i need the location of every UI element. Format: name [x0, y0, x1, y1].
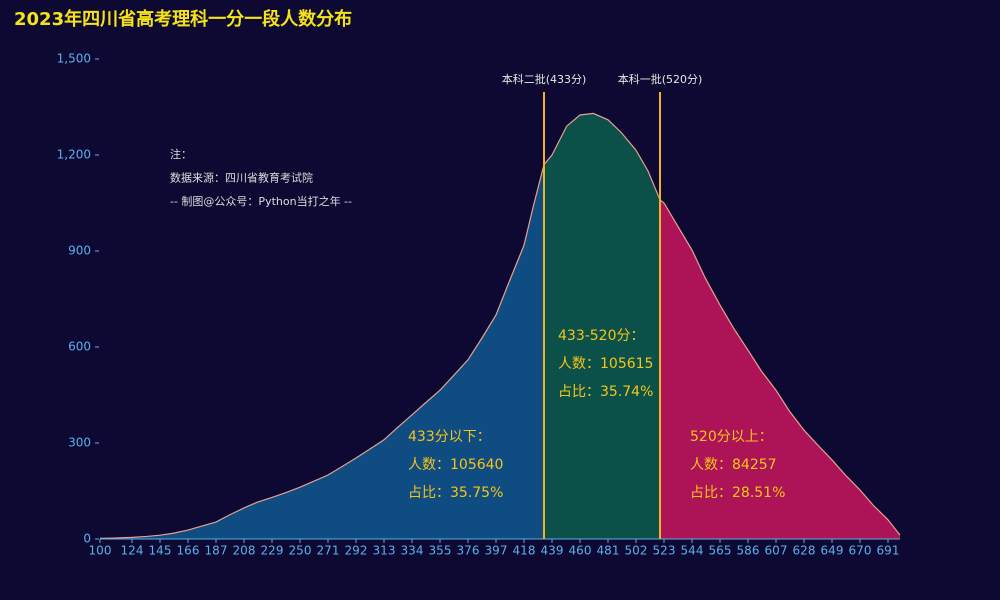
- x-tick-label: 502: [625, 544, 648, 558]
- x-tick-label: 586: [737, 544, 760, 558]
- x-tick-label: 376: [457, 544, 480, 558]
- y-tick-label: 600: [68, 340, 91, 354]
- x-tick-label: 355: [429, 544, 452, 558]
- y-tick-label: 300: [68, 436, 91, 450]
- mark-line-label: 本科一批(520分): [618, 72, 703, 86]
- chart-title: 2023年四川省高考理科一分一段人数分布: [14, 8, 352, 30]
- y-tick-label: 900: [68, 244, 91, 258]
- area-region: [100, 164, 544, 539]
- region-annotation: 人数：105640: [408, 457, 503, 473]
- area-region: [544, 113, 660, 540]
- region-annotation: 433分以下：: [408, 429, 491, 445]
- note: -- 制图@公众号：Python当打之年 --: [170, 194, 352, 208]
- x-tick-label: 187: [205, 544, 228, 558]
- x-tick-label: 145: [149, 544, 172, 558]
- x-tick-label: 691: [877, 544, 900, 558]
- mark-line-label: 本科二批(433分): [502, 72, 587, 86]
- x-tick-label: 523: [653, 544, 676, 558]
- x-tick-label: 628: [793, 544, 816, 558]
- region-annotation: 占比：35.75%: [408, 485, 503, 501]
- note: 注：: [170, 147, 192, 161]
- y-tick-label: 0: [83, 532, 91, 546]
- region-annotation: 520分以上：: [690, 429, 773, 445]
- x-tick-label: 271: [317, 544, 340, 558]
- y-tick-label: 1,200: [57, 148, 91, 162]
- line: [99, 112, 901, 539]
- x-tick-label: 418: [513, 544, 536, 558]
- region-annotation: 占比：28.51%: [690, 485, 785, 501]
- x-tick-label: 544: [681, 544, 704, 558]
- x-tick-label: 166: [177, 544, 200, 558]
- x-tick-label: 100: [89, 544, 112, 558]
- region-annotation: 人数：105615: [558, 356, 653, 372]
- x-tick-label: 460: [569, 544, 592, 558]
- x-tick-label: 334: [401, 544, 424, 558]
- x-tick-label: 250: [289, 544, 312, 558]
- x-tick-label: 607: [765, 544, 788, 558]
- x-tick-label: 208: [233, 544, 256, 558]
- region-annotation: 433-520分：: [558, 328, 645, 344]
- x-tick-label: 313: [373, 544, 396, 558]
- x-tick-label: 292: [345, 544, 368, 558]
- region-annotation: 人数：84257: [690, 457, 777, 473]
- y-tick-label: 1,500: [57, 52, 91, 66]
- x-tick-label: 670: [849, 544, 872, 558]
- x-tick-label: 439: [541, 544, 564, 558]
- x-tick-label: 481: [597, 544, 620, 558]
- x-tick-label: 649: [821, 544, 844, 558]
- area-region: [660, 199, 900, 540]
- x-tick-label: 565: [709, 544, 732, 558]
- x-tick-label: 229: [261, 544, 284, 558]
- x-tick-label: 124: [121, 544, 144, 558]
- note: 数据来源：四川省教育考试院: [170, 171, 313, 185]
- x-tick-label: 397: [485, 544, 508, 558]
- region-annotation: 占比：35.74%: [558, 384, 653, 400]
